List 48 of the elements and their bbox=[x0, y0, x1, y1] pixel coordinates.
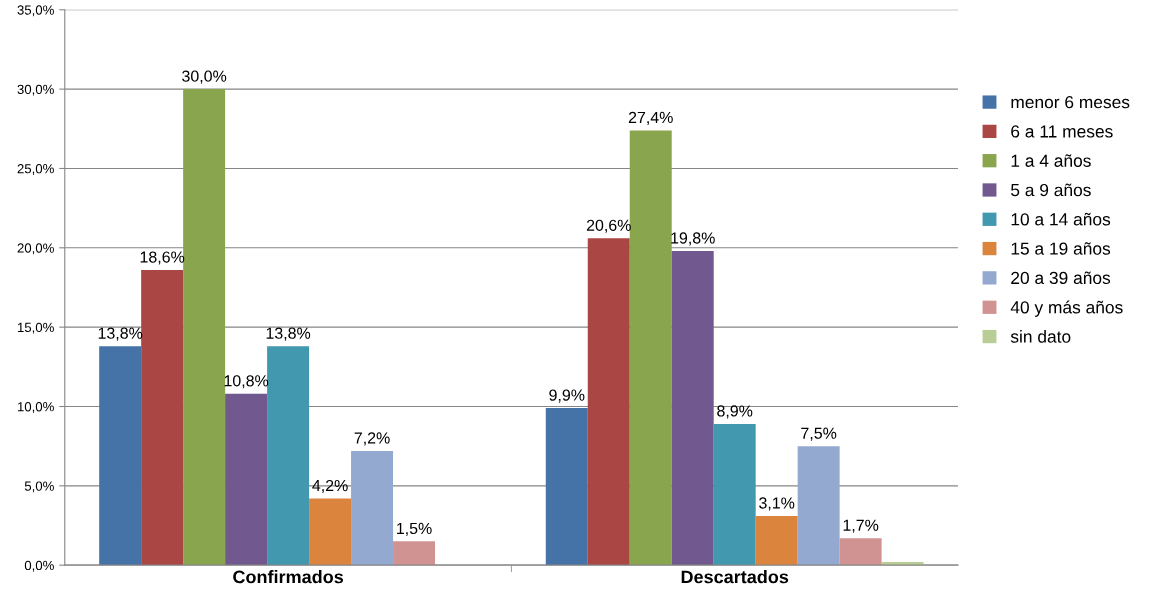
x-tick-label: Descartados bbox=[681, 570, 789, 584]
data-label: 1,7% bbox=[843, 519, 879, 533]
legend-label: 40 y más años bbox=[1010, 300, 1123, 317]
bar bbox=[545, 408, 588, 566]
legend-label: menor 6 meses bbox=[1011, 96, 1130, 109]
data-label: 19,8% bbox=[671, 232, 715, 246]
legend-label: 6 a 11 meses bbox=[1011, 125, 1113, 138]
bar bbox=[267, 346, 310, 566]
bar bbox=[629, 130, 672, 566]
y-tick-label: 25,0% bbox=[17, 164, 54, 175]
y-tick-label: 35,0% bbox=[17, 5, 54, 17]
bar bbox=[587, 238, 630, 566]
bar bbox=[839, 538, 882, 566]
bar bbox=[755, 515, 798, 566]
bar bbox=[671, 250, 714, 566]
bar bbox=[309, 498, 352, 566]
bar bbox=[797, 446, 840, 566]
legend-label: 20 a 39 años bbox=[1011, 271, 1111, 285]
bar bbox=[99, 346, 142, 566]
data-label: 30,0% bbox=[182, 70, 227, 84]
y-tick-label: 15,0% bbox=[17, 322, 54, 334]
bar bbox=[713, 423, 756, 566]
y-tick-label: 5,0% bbox=[24, 481, 54, 493]
x-tick-label: Confirmados bbox=[233, 570, 344, 584]
legend-label: sin dato bbox=[1010, 330, 1071, 343]
data-label: 8,9% bbox=[717, 405, 753, 419]
y-tick-label: 30,0% bbox=[17, 84, 54, 96]
legend-label: 5 a 9 años bbox=[1011, 183, 1091, 197]
bar bbox=[351, 450, 394, 566]
data-label: 3,1% bbox=[759, 497, 795, 511]
bar bbox=[183, 89, 226, 566]
data-label: 4,2% bbox=[312, 479, 348, 494]
data-label: 7,2% bbox=[354, 432, 390, 446]
data-label: 7,5% bbox=[801, 427, 837, 441]
legend-label: 10 a 14 años bbox=[1011, 212, 1111, 226]
y-tick-label: 20,0% bbox=[17, 243, 54, 255]
data-label: 27,4% bbox=[628, 111, 673, 125]
bar bbox=[393, 541, 436, 566]
data-label: 1,5% bbox=[397, 522, 432, 536]
bar bbox=[881, 562, 924, 566]
y-tick-label: 10,0% bbox=[17, 402, 54, 413]
bar bbox=[141, 270, 184, 566]
y-tick-label: 0,0% bbox=[24, 560, 54, 572]
data-label: 13,8% bbox=[266, 327, 311, 341]
legend-label: 15 a 19 años bbox=[1011, 242, 1111, 255]
legend-label: 1 a 4 años bbox=[1011, 154, 1091, 167]
bar bbox=[225, 393, 268, 566]
data-label: 9,9% bbox=[549, 389, 585, 403]
